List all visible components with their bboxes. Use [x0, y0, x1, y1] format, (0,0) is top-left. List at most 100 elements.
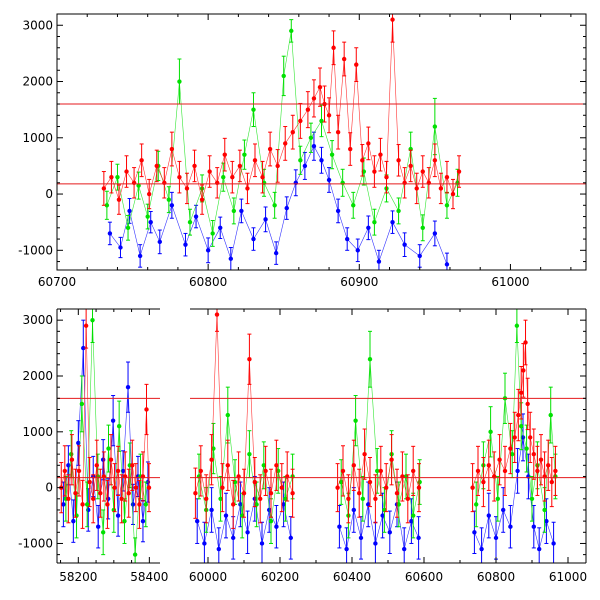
top-data-point [414, 186, 419, 191]
bottom-data-point [81, 345, 86, 351]
top-data-point [444, 203, 450, 208]
top-data-point [283, 141, 288, 146]
bottom-data-point [405, 496, 410, 502]
top-data-point [275, 163, 280, 169]
top-data-point [177, 79, 182, 84]
bottom-data-point [193, 491, 198, 496]
bottom-data-point [132, 552, 138, 557]
top-data-point [104, 203, 110, 208]
top-data-point [335, 208, 341, 214]
bottom-data-point [353, 418, 358, 423]
bottom-data-point [358, 535, 364, 541]
top-data-point [154, 163, 159, 169]
top-data-point [408, 163, 413, 169]
bottom-data-point [357, 491, 362, 496]
top-data-point [231, 208, 237, 214]
bottom-series-line [63, 348, 149, 527]
top-data-point [205, 248, 211, 253]
bottom-data-point [240, 513, 245, 518]
top-data-point [169, 146, 175, 152]
bottom-xtick-label: 58200 [59, 570, 97, 584]
bottom-data-point [521, 368, 526, 373]
bottom-data-point [220, 485, 225, 490]
top-data-point [290, 129, 295, 135]
bottom-data-point [288, 535, 293, 541]
top-data-point [319, 158, 324, 163]
bottom-data-point [497, 457, 502, 462]
bottom-data-point [531, 451, 536, 457]
bottom-ytick-label: -1000 [18, 536, 53, 550]
top-data-point [177, 174, 182, 180]
top-ytick-label: 0 [45, 187, 53, 201]
top-data-point [372, 169, 377, 174]
bottom-data-point [96, 524, 101, 529]
bottom-data-point [66, 496, 71, 502]
bottom-data-point [416, 485, 422, 490]
bottom-xtick-label: 60200 [261, 570, 299, 584]
top-data-point [354, 62, 359, 67]
top-data-point [157, 239, 162, 245]
top-data-point [145, 214, 150, 219]
bottom-data-point [546, 463, 551, 468]
top-series-line [103, 19, 460, 201]
bottom-ytick-label: 2000 [22, 369, 53, 383]
top-data-point [210, 231, 215, 236]
top-data-point [184, 186, 190, 191]
top-data-point [136, 183, 141, 188]
top-data-point [273, 250, 279, 256]
bottom-data-point [382, 507, 387, 513]
bottom-data-point [259, 541, 265, 546]
top-data-point [348, 146, 353, 152]
top-data-point [139, 158, 144, 163]
bottom-data-point [69, 451, 74, 457]
bottom-data-point [515, 468, 520, 474]
bottom-data-point [247, 451, 252, 457]
bottom-data-point [247, 357, 252, 362]
bottom-data-point [202, 541, 207, 546]
bottom-data-point [351, 507, 356, 513]
bottom-data-point [389, 457, 394, 462]
top-xtick-label: 60700 [38, 275, 76, 289]
top-data-point [127, 208, 132, 214]
bottom-plot-area [193, 309, 558, 563]
top-data-point [148, 219, 153, 225]
bottom-data-point [514, 323, 520, 328]
bottom-data-point [263, 468, 268, 474]
bottom-data-point [110, 418, 116, 423]
bottom-data-point [548, 412, 553, 418]
bottom-data-point [83, 323, 89, 328]
bottom-data-point [474, 502, 479, 507]
bottom-data-point [519, 390, 524, 395]
bottom-data-point [472, 530, 477, 535]
bottom-xtick-label: 61000 [549, 570, 587, 584]
bottom-data-point [231, 502, 236, 507]
top-ytick-label: -1000 [18, 243, 53, 257]
top-data-point [221, 174, 226, 180]
top-xtick-label: 60800 [189, 275, 227, 289]
bottom-data-point [335, 485, 340, 490]
top-data-point [284, 205, 289, 211]
bottom-data-point [61, 502, 66, 507]
bottom-xtick-label: 60000 [189, 570, 227, 584]
bottom-data-point [268, 518, 274, 524]
top-data-point [450, 191, 456, 197]
bottom-data-point [198, 468, 203, 474]
bottom-data-point [122, 518, 127, 524]
bottom-data-point [115, 468, 121, 474]
bottom-data-point [551, 541, 556, 546]
bottom-data-point [479, 546, 484, 552]
bottom-ytick-label: 0 [45, 481, 53, 495]
top-data-point [456, 169, 462, 174]
bottom-xtick-label: 60800 [477, 570, 515, 584]
bottom-data-point [553, 468, 558, 474]
top-data-point [360, 158, 365, 163]
bottom-ytick-label: 1000 [22, 425, 53, 439]
bottom-data-point [470, 485, 475, 490]
top-data-point [183, 242, 188, 247]
bottom-data-point [502, 468, 508, 474]
bottom-data-point [106, 446, 111, 451]
bottom-data-point [538, 457, 544, 462]
bottom-data-point [252, 479, 257, 485]
bottom-data-point [105, 502, 110, 507]
